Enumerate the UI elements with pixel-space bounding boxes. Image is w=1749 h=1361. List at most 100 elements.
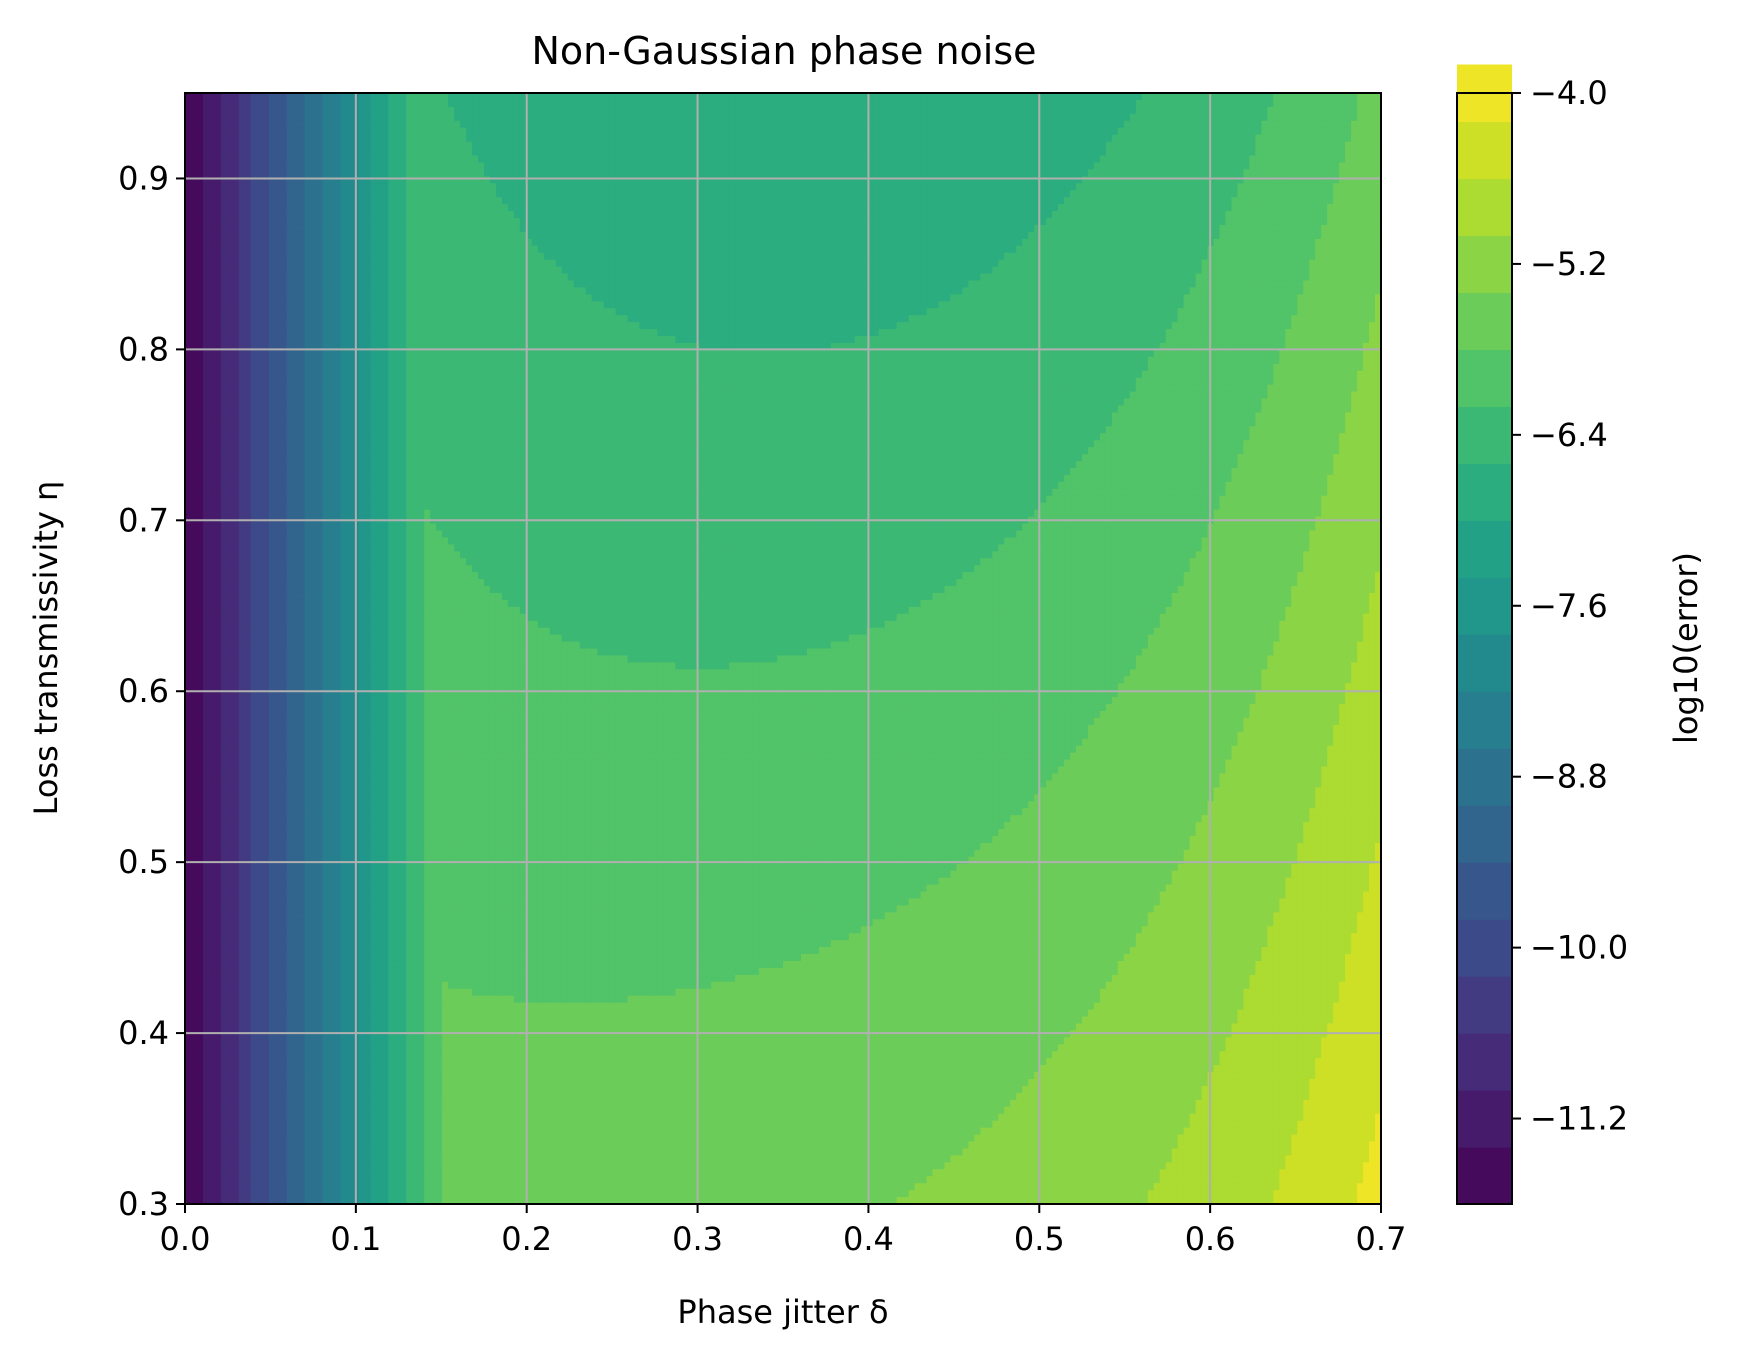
heatmap-cell — [322, 488, 330, 497]
heatmap-cell — [262, 398, 270, 407]
heatmap-cell — [304, 238, 312, 247]
heatmap-cell — [364, 280, 371, 289]
heatmap-cell — [316, 835, 324, 844]
heatmap-cell — [280, 509, 288, 518]
heatmap-cell — [340, 940, 348, 948]
heatmap-cell — [268, 224, 276, 233]
heatmap-cell — [298, 398, 306, 407]
heatmap-cell — [328, 933, 336, 941]
heatmap-cell — [244, 509, 252, 518]
heatmap-cell — [328, 1079, 336, 1087]
heatmap-cell — [322, 592, 330, 601]
heatmap-cell — [238, 586, 246, 594]
heatmap-cell — [220, 995, 228, 1004]
heatmap-cell — [328, 238, 336, 247]
heatmap-cell — [256, 829, 264, 837]
heatmap-cell — [340, 558, 348, 566]
heatmap-cell — [232, 391, 240, 400]
heatmap-cell — [316, 447, 324, 455]
heatmap-cell — [268, 537, 276, 545]
heatmap-cell — [328, 127, 336, 136]
heatmap-cell — [310, 717, 318, 726]
heatmap-cell — [280, 558, 288, 566]
heatmap-cell — [364, 1072, 371, 1080]
heatmap-cell — [364, 336, 371, 344]
heatmap-cell — [185, 308, 192, 316]
heatmap-cell — [185, 627, 192, 636]
heatmap-cell — [328, 1009, 336, 1018]
heatmap-cell — [256, 467, 264, 476]
heatmap-cell — [328, 1092, 336, 1101]
heatmap-cell — [220, 1155, 228, 1163]
heatmap-cell — [370, 155, 377, 164]
heatmap-cell — [370, 204, 377, 212]
heatmap-cell — [190, 1169, 198, 1177]
heatmap-cell — [185, 155, 192, 164]
heatmap-cell — [274, 155, 282, 164]
heatmap-cell — [268, 898, 276, 907]
heatmap-cell — [232, 822, 240, 830]
heatmap-cell — [250, 1169, 258, 1177]
heatmap-cell — [358, 558, 365, 566]
heatmap-cell — [328, 641, 336, 650]
heatmap-cell — [292, 245, 300, 254]
heatmap-cell — [202, 676, 210, 684]
heatmap-cell — [256, 349, 264, 358]
heatmap-cell — [202, 544, 210, 552]
heatmap-cell — [316, 606, 324, 615]
heatmap-cell — [358, 273, 365, 282]
heatmap-cell — [250, 933, 258, 941]
heatmap-cell — [280, 349, 288, 358]
heatmap-cell — [250, 1155, 258, 1163]
heatmap-cell — [304, 586, 312, 594]
heatmap-cell — [286, 440, 294, 448]
heatmap-cell — [250, 641, 258, 650]
heatmap-cell — [322, 1099, 330, 1108]
heatmap-cell — [322, 662, 330, 670]
heatmap-cell — [310, 440, 318, 448]
heatmap-cell — [334, 634, 342, 643]
heatmap-cell — [334, 863, 342, 872]
heatmap-cell — [316, 162, 324, 170]
heatmap-cell — [358, 398, 365, 407]
heatmap-cell — [250, 1037, 258, 1045]
heatmap-cell — [202, 655, 210, 663]
heatmap-cell — [262, 1044, 270, 1052]
heatmap-cell — [250, 280, 258, 289]
heatmap-cell — [232, 1183, 240, 1191]
heatmap-cell — [334, 794, 342, 802]
heatmap-cell — [220, 1113, 228, 1122]
heatmap-cell — [196, 586, 204, 594]
heatmap-cell — [274, 870, 282, 879]
heatmap-cell — [280, 1197, 288, 1205]
heatmap-cell — [286, 988, 294, 997]
heatmap-cell — [274, 919, 282, 927]
heatmap-cell — [244, 530, 252, 538]
heatmap-cell — [346, 835, 354, 844]
heatmap-cell — [250, 308, 258, 316]
heatmap-cell — [316, 1134, 324, 1143]
heatmap-cell — [358, 1134, 365, 1143]
heatmap-cell — [310, 183, 318, 191]
heatmap-cell — [185, 856, 192, 865]
heatmap-cell — [232, 808, 240, 816]
heatmap-cell — [298, 377, 306, 386]
heatmap-cell — [262, 238, 270, 247]
heatmap-cell — [238, 1176, 246, 1184]
heatmap-cell — [328, 717, 336, 726]
heatmap-cell — [220, 273, 228, 282]
heatmap-cell — [358, 842, 365, 851]
heatmap-cell — [346, 217, 354, 226]
heatmap-cell — [268, 829, 276, 837]
heatmap-cell — [340, 662, 348, 670]
heatmap-cell — [202, 1065, 210, 1073]
heatmap-cell — [202, 558, 210, 566]
heatmap-cell — [232, 1113, 240, 1122]
heatmap-cell — [238, 884, 246, 893]
heatmap-cell — [274, 106, 282, 115]
heatmap-cell — [250, 926, 258, 934]
heatmap-cell — [286, 509, 294, 518]
heatmap-cell — [322, 509, 330, 518]
heatmap-cell — [208, 565, 216, 573]
heatmap-cell — [250, 648, 258, 657]
